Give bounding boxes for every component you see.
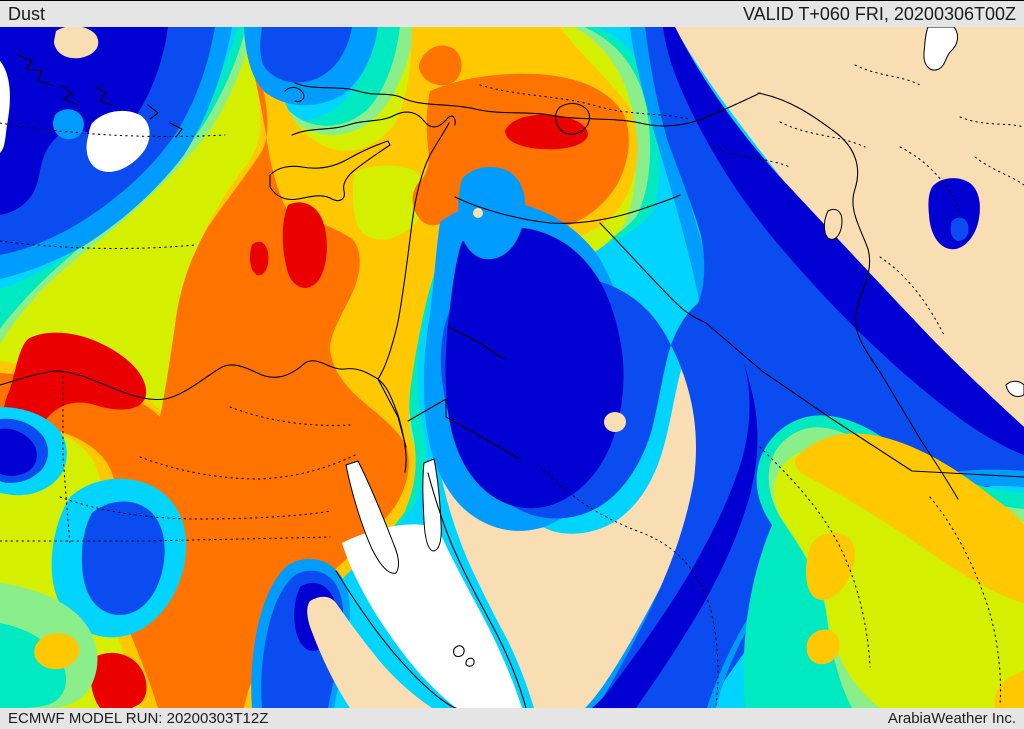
contour-red-emed: [282, 202, 327, 288]
land-egypt-coast-strip: [307, 596, 432, 708]
sea-white-aegean-sliver: [0, 61, 10, 153]
coast-red-sea-west: [335, 570, 457, 708]
contour-yellowgreen-notch-cyprus: [352, 165, 428, 240]
contour-gold-plume-main: [794, 433, 1024, 603]
coastlines: [0, 54, 761, 708]
sea-white-caspian: [923, 27, 959, 71]
contour-lightblue-patch-aegean: [52, 109, 84, 140]
land-dot-levant: [473, 208, 483, 218]
contour-turquoise-corner: [0, 623, 67, 708]
border-turkey-iran-iraq: [757, 92, 959, 500]
contour-gold-dot-sw: [34, 632, 80, 670]
border-turkey-syria: [454, 194, 681, 224]
sea-white-iran-lake: [1005, 380, 1024, 398]
border-syria-iraq: [599, 222, 707, 324]
border-iraq-saudi: [705, 322, 1024, 478]
central-trough-contours: [423, 27, 1024, 708]
contour-navy-band-lower: [592, 357, 758, 708]
west-pockets-contours: [0, 407, 187, 638]
border-jordan-saudi: [407, 326, 521, 460]
contour-red-south-egypt: [90, 652, 147, 708]
contour-red-emed-small: [249, 241, 269, 276]
sea-white-gulf-suez: [345, 460, 399, 574]
provider-label: ArabiaWeather Inc.: [887, 710, 1016, 727]
dust-forecast-map: [0, 27, 1024, 708]
contour-gold-plume-3: [806, 629, 840, 665]
contour-blue-iran-core: [950, 217, 969, 241]
contour-navy-nw: [0, 27, 168, 215]
header-bar: Dust VALID T+060 FRI, 20200306T00Z: [0, 1, 1024, 27]
sea-white-gulf-aqaba: [422, 458, 442, 552]
contour-navy-tongue-core: [445, 227, 624, 509]
corner-pocket-contours: [0, 583, 98, 708]
land-hole-nw-saudi: [604, 412, 626, 432]
lake-van-outline: [555, 102, 591, 135]
coast-turkey-south: [291, 111, 456, 136]
se-plume-contours: [707, 415, 1024, 708]
land-balkans-blob: [54, 27, 99, 59]
contour-blue-pocket2: [81, 501, 165, 615]
product-title: Dust: [8, 4, 46, 24]
country-borders: [377, 92, 1024, 500]
dotted-borders: [0, 64, 1024, 706]
coast-aegean-squiggles: [17, 54, 183, 138]
map-container: [0, 27, 1024, 708]
model-run-label: ECMWF MODEL RUN: 20200303T12Z: [8, 710, 269, 727]
contour-blue-band-and-tongue: [440, 27, 1024, 708]
contour-orange-blob-top: [418, 45, 462, 86]
lake-urmia: [823, 208, 843, 240]
border-egypt-israel: [377, 378, 407, 448]
coast-cyprus: [269, 140, 391, 202]
contour-lightblue-blob-levant: [458, 166, 526, 260]
contour-gold-se-corner: [994, 671, 1024, 708]
coast-marmara: [284, 86, 305, 102]
red-sea-islands: [453, 645, 475, 667]
sea-white-aegean-blob: [86, 110, 150, 172]
valid-time-label: VALID T+060 FRI, 20200306T00Z: [743, 4, 1016, 24]
contour-navy-pocket1: [0, 428, 37, 476]
land-ne-wedge: [675, 27, 1024, 432]
contour-blue-turkey-finger: [260, 27, 352, 83]
contour-red-ne-turkey: [505, 114, 588, 150]
contour-red-libya-egypt: [2, 332, 147, 440]
red-sea-features: [307, 458, 522, 708]
contour-gold-plume-2: [806, 532, 855, 600]
coast-turkey-north: [294, 82, 761, 127]
contour-navy-band-upper: [663, 27, 1024, 455]
footer-bar: ECMWF MODEL RUN: 20200303T12Z ArabiaWeat…: [0, 708, 1024, 729]
coast-north-africa-levant: [0, 122, 450, 473]
ne-land-features: [823, 27, 1024, 398]
coast-red-sea-east: [427, 472, 527, 708]
nw-trough-contours: [0, 27, 378, 279]
